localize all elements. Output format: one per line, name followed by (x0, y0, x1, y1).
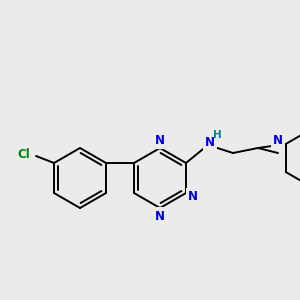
Text: N: N (205, 136, 215, 149)
Text: N: N (188, 190, 198, 203)
Text: N: N (273, 134, 283, 146)
Text: N: N (155, 134, 165, 146)
Text: Cl: Cl (17, 148, 30, 160)
Text: H: H (213, 130, 221, 140)
Text: N: N (155, 209, 165, 223)
